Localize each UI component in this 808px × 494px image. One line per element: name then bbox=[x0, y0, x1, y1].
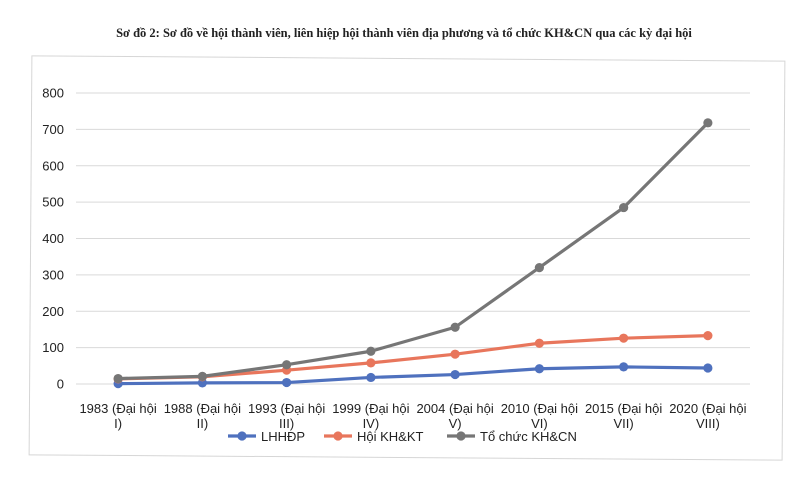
series-lines bbox=[113, 118, 713, 389]
series-line-0 bbox=[116, 365, 710, 386]
y-tick-label: 700 bbox=[42, 122, 64, 137]
data-point bbox=[366, 358, 376, 368]
x-tick-label: IV) bbox=[363, 416, 380, 431]
y-tick-label: 800 bbox=[42, 86, 64, 101]
data-point bbox=[450, 369, 460, 380]
x-tick-label: 1993 (Đại hội bbox=[248, 401, 325, 416]
data-point bbox=[619, 362, 629, 372]
data-point bbox=[534, 338, 544, 348]
gridlines bbox=[76, 92, 750, 385]
data-point bbox=[366, 372, 376, 383]
y-tick-label: 600 bbox=[42, 158, 64, 173]
y-tick-label: 200 bbox=[42, 304, 64, 319]
data-point bbox=[113, 373, 123, 384]
x-tick-label: 1988 (Đại hội bbox=[164, 401, 241, 416]
data-point bbox=[366, 346, 376, 356]
data-point bbox=[703, 331, 713, 341]
legend-marker bbox=[456, 431, 466, 441]
legend-label: Hội KH&KT bbox=[357, 429, 424, 444]
x-tick-label: III) bbox=[279, 416, 294, 431]
x-tick-label: VI) bbox=[531, 416, 548, 431]
x-tick-label: II) bbox=[197, 416, 209, 431]
data-point bbox=[703, 118, 713, 128]
data-point bbox=[534, 364, 544, 374]
data-point bbox=[197, 371, 207, 381]
data-point bbox=[450, 322, 460, 332]
data-point bbox=[450, 349, 460, 359]
legend: LHHĐP Hội KH&KT Tổ chức KH&CN bbox=[228, 429, 577, 444]
x-tick-label: 2010 (Đại hội bbox=[501, 401, 578, 416]
data-point bbox=[619, 202, 629, 213]
y-axis-ticks: 0 100 200 300 400 500 600 700 800 bbox=[42, 86, 64, 392]
x-tick-label: 2015 (Đại hội bbox=[585, 401, 662, 416]
y-tick-label: 0 bbox=[57, 377, 64, 392]
legend-marker bbox=[237, 431, 247, 441]
y-tick-label: 400 bbox=[42, 231, 64, 246]
data-point bbox=[703, 363, 713, 373]
x-tick-label: VIII) bbox=[696, 416, 720, 431]
x-tick-label: VII) bbox=[614, 416, 634, 431]
y-tick-label: 100 bbox=[42, 340, 64, 355]
data-point bbox=[282, 377, 292, 388]
series-line-2 bbox=[116, 121, 710, 381]
y-tick-label: 300 bbox=[42, 267, 64, 282]
x-tick-label: 2020 (Đại hội bbox=[669, 401, 746, 416]
series-line-1 bbox=[116, 334, 710, 381]
legend-marker bbox=[333, 431, 343, 441]
y-tick-label: 500 bbox=[42, 195, 64, 210]
data-point bbox=[282, 360, 292, 370]
data-point bbox=[534, 263, 544, 273]
legend-label: Tổ chức KH&CN bbox=[480, 429, 577, 444]
x-tick-label: 2004 (Đại hội bbox=[416, 401, 493, 416]
x-tick-label: V) bbox=[449, 416, 462, 431]
data-point bbox=[619, 333, 629, 343]
x-tick-label: 1983 (Đại hội bbox=[79, 401, 156, 416]
chart-title: Sơ đồ 2: Sơ đồ về hội thành viên, liên h… bbox=[116, 26, 692, 40]
x-tick-label: 1999 (Đại hội bbox=[332, 401, 409, 416]
legend-label: LHHĐP bbox=[261, 429, 305, 444]
x-tick-label: I) bbox=[114, 416, 122, 431]
